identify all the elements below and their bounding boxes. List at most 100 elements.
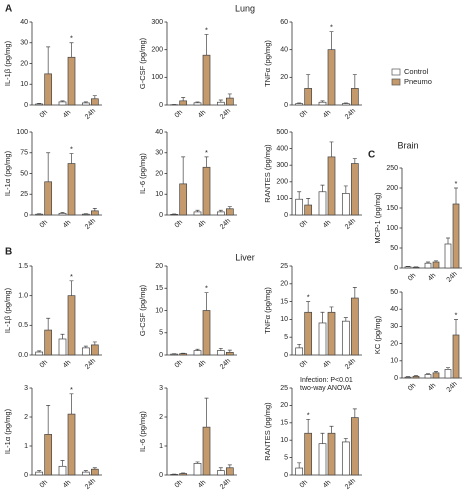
y-tick-label: 60 — [280, 19, 288, 26]
y-tick-label: 10 — [390, 358, 398, 365]
bar — [225, 351, 234, 356]
y-tick-label: 100 — [386, 225, 398, 232]
bar — [318, 322, 327, 356]
bar — [90, 468, 99, 476]
y-axis-label: IL-1α (pg/mg) — [3, 408, 12, 454]
y-tick-label: 100 — [151, 74, 163, 81]
bar — [58, 101, 67, 106]
bar — [193, 102, 202, 106]
bar — [35, 471, 44, 476]
error-bar — [343, 185, 348, 194]
bar — [202, 426, 211, 476]
panel-label: B — [5, 247, 12, 258]
bar — [225, 208, 234, 216]
bar — [216, 211, 225, 216]
error-bar — [406, 376, 410, 378]
y-tick-label: 15 — [280, 420, 288, 427]
y-axis-label: IL-6 (pg/mg) — [138, 153, 147, 194]
bar — [35, 351, 44, 356]
significance-mark: * — [205, 25, 208, 34]
error-bar — [329, 425, 334, 434]
bar — [179, 100, 188, 106]
y-tick-label: 300 — [151, 19, 163, 26]
y-tick-label: 40 — [20, 19, 28, 26]
bar — [193, 211, 202, 216]
error-bar — [426, 261, 430, 264]
error-bar — [352, 287, 357, 299]
bar — [58, 338, 67, 356]
y-axis-label: TNFα (pg/mg) — [263, 287, 272, 334]
bar — [202, 166, 211, 216]
x-tick-label: 0h — [174, 359, 185, 370]
bar — [444, 369, 452, 379]
error-bar — [329, 141, 334, 157]
error-bar — [352, 158, 357, 164]
bar — [452, 334, 460, 379]
y-tick-label: 10 — [155, 191, 163, 198]
legend-swatch — [391, 78, 401, 86]
error-bar — [92, 341, 97, 345]
y-tick-label: 150 — [386, 205, 398, 212]
x-tick-label: 0h — [299, 479, 310, 490]
y-tick-label: 0 — [24, 102, 28, 109]
x-tick-label: 0h — [299, 359, 310, 370]
section-title: Liver — [235, 252, 255, 262]
bar — [216, 470, 225, 476]
y-tick-label: 0 — [394, 375, 398, 382]
error-bar — [329, 306, 334, 313]
error-bar — [306, 74, 311, 89]
y-tick-label: 3 — [159, 385, 163, 392]
error-bar — [320, 100, 325, 103]
y-tick-label: 10 — [280, 316, 288, 323]
legend-label: Control — [404, 67, 429, 76]
bar — [295, 347, 304, 356]
error-bar — [306, 198, 311, 206]
x-tick-label: 0h — [39, 109, 50, 120]
x-tick-label: 0h — [39, 359, 50, 370]
y-tick-label: 0 — [159, 212, 163, 219]
y-axis-label: IL-6 (pg/mg) — [138, 411, 147, 452]
error-bar — [83, 345, 88, 348]
error-bar — [343, 317, 348, 322]
y-tick-label: 1 — [24, 443, 28, 450]
error-bar — [69, 42, 74, 58]
error-bar — [434, 371, 438, 373]
x-tick-label: 4h — [322, 109, 333, 120]
bar — [444, 243, 452, 269]
y-tick-label: 40 — [280, 47, 288, 54]
error-bar — [414, 375, 418, 377]
bar — [432, 261, 440, 269]
error-bar — [83, 470, 88, 473]
x-tick-label: 4h — [322, 479, 333, 490]
y-tick-label: 0 — [394, 265, 398, 272]
bar — [67, 163, 76, 216]
y-tick-label: 200 — [386, 185, 398, 192]
bar — [295, 198, 304, 216]
y-tick-label: 0 — [24, 212, 28, 219]
error-bar — [306, 418, 311, 434]
error-bar — [446, 237, 450, 244]
bar — [318, 443, 327, 476]
y-tick-label: 300 — [276, 162, 288, 169]
section-title: Brain — [397, 140, 418, 150]
bar — [304, 432, 313, 476]
y-tick-label: 10 — [280, 437, 288, 444]
error-bar — [60, 212, 65, 214]
bar — [404, 376, 412, 379]
significance-mark: * — [70, 145, 73, 154]
error-bar — [92, 467, 97, 470]
bar — [67, 295, 76, 356]
error-bar — [204, 156, 209, 168]
legend-label: Pneumo — [404, 77, 432, 86]
bar — [304, 204, 313, 216]
bar — [295, 103, 304, 106]
bar — [412, 375, 420, 379]
bar — [216, 350, 225, 356]
bar — [81, 213, 90, 216]
error-bar — [343, 102, 348, 104]
significance-mark: * — [205, 284, 208, 293]
x-tick-label: 4h — [322, 219, 333, 230]
error-bar — [320, 184, 325, 192]
x-tick-label: 0h — [174, 109, 185, 120]
